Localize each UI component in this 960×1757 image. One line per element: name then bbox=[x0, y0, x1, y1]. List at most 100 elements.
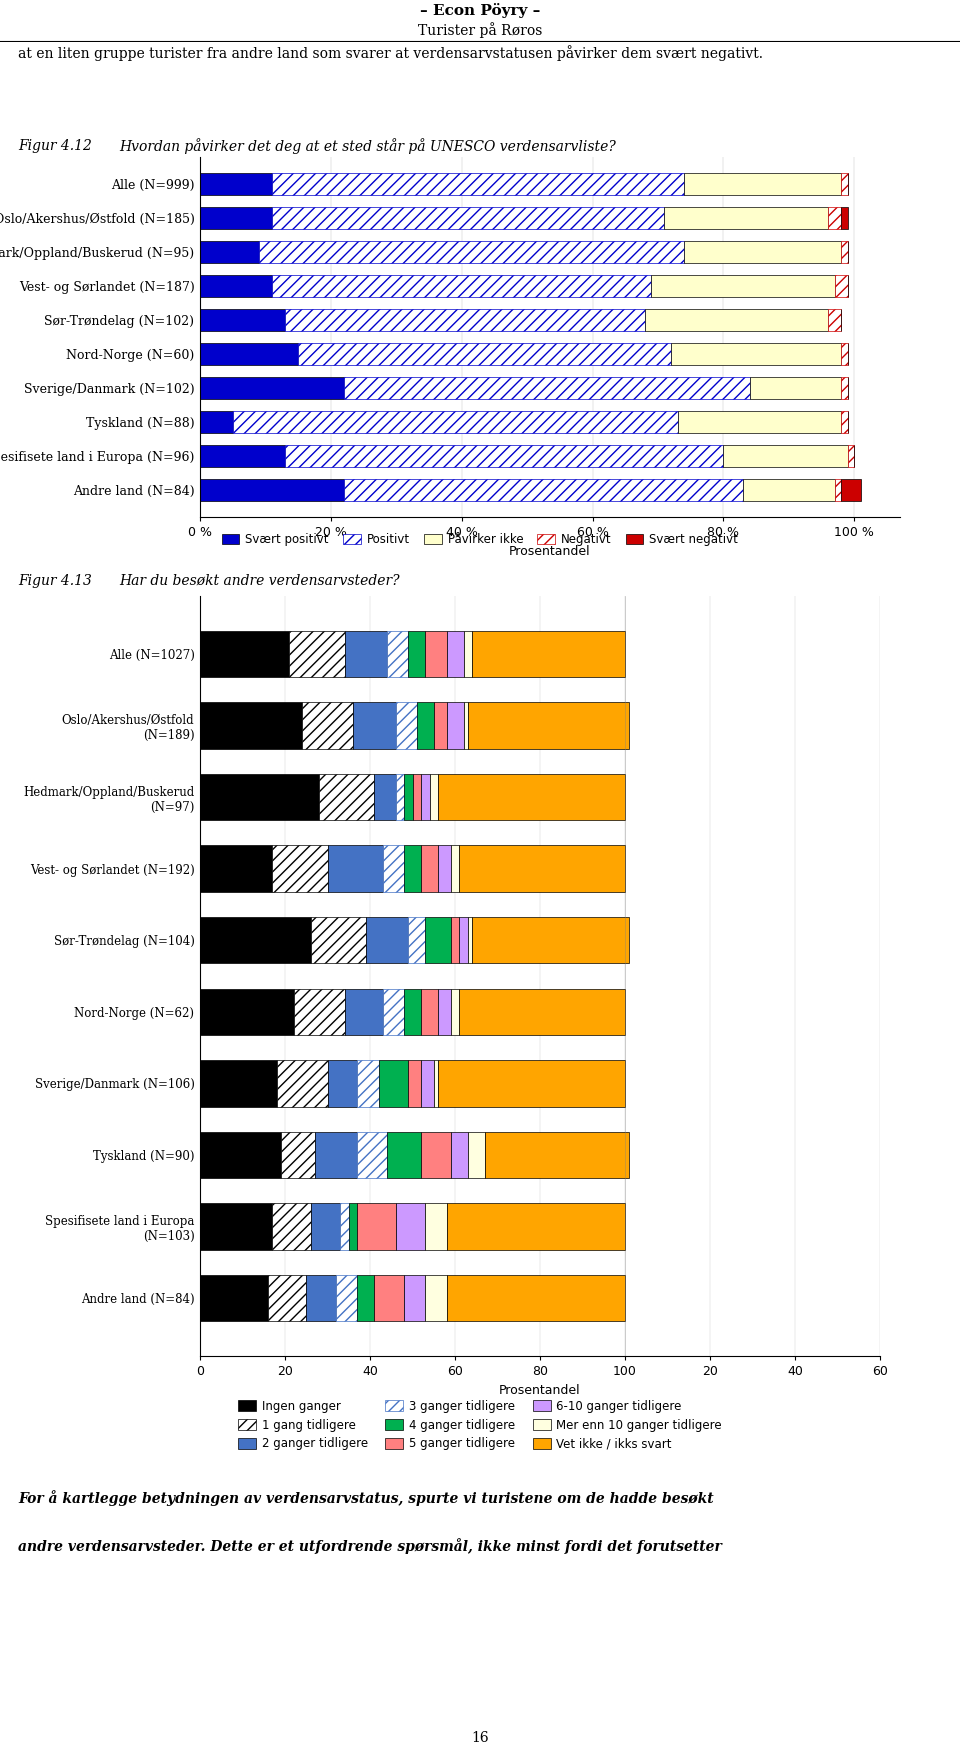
Bar bbox=[468, 917, 472, 963]
Bar bbox=[353, 703, 396, 748]
Bar bbox=[200, 917, 310, 963]
Bar bbox=[841, 241, 848, 264]
Bar bbox=[464, 703, 468, 748]
X-axis label: Prosentandel: Prosentandel bbox=[499, 1383, 581, 1397]
Bar bbox=[421, 845, 438, 893]
Text: Figur 4.13: Figur 4.13 bbox=[18, 575, 92, 589]
Legend: Svært positivt, Positivt, Påvirker ikke, Negativt, Svært negativt: Svært positivt, Positivt, Påvirker ikke,… bbox=[217, 529, 743, 550]
Bar bbox=[848, 445, 854, 467]
Bar bbox=[302, 703, 353, 748]
Bar bbox=[834, 276, 848, 297]
Bar bbox=[336, 1276, 357, 1321]
Bar bbox=[429, 773, 438, 821]
Bar bbox=[200, 411, 232, 432]
Bar bbox=[404, 1276, 425, 1321]
Bar bbox=[200, 1132, 280, 1179]
Bar bbox=[841, 207, 848, 230]
Bar bbox=[387, 1132, 421, 1179]
Bar bbox=[232, 411, 678, 432]
Bar bbox=[472, 631, 625, 676]
Text: andre verdensarvsteder. Dette er et utfordrende spørsmål, ikke minst fordi det f: andre verdensarvsteder. Dette er et utfo… bbox=[18, 1539, 722, 1555]
Bar bbox=[396, 703, 417, 748]
Bar bbox=[200, 207, 272, 230]
Bar bbox=[404, 845, 421, 893]
Bar bbox=[438, 845, 451, 893]
Bar bbox=[446, 1204, 625, 1249]
Bar bbox=[374, 1276, 404, 1321]
Bar bbox=[378, 1059, 408, 1107]
Bar bbox=[421, 1059, 434, 1107]
Bar bbox=[434, 703, 446, 748]
Bar bbox=[425, 631, 446, 676]
Bar bbox=[200, 1059, 276, 1107]
Bar bbox=[383, 989, 404, 1035]
Bar bbox=[408, 917, 425, 963]
Bar bbox=[438, 989, 451, 1035]
Bar bbox=[345, 989, 383, 1035]
Bar bbox=[272, 174, 684, 195]
Bar bbox=[408, 631, 425, 676]
Bar bbox=[828, 207, 841, 230]
Bar bbox=[684, 174, 841, 195]
Bar bbox=[417, 703, 434, 748]
Text: For å kartlegge betydningen av verdensarvstatus, spurte vi turistene om de hadde: For å kartlegge betydningen av verdensar… bbox=[18, 1490, 713, 1506]
Bar bbox=[344, 478, 743, 501]
X-axis label: Prosentandel: Prosentandel bbox=[509, 545, 590, 557]
Bar bbox=[276, 1059, 327, 1107]
Bar bbox=[671, 343, 841, 365]
Bar bbox=[421, 1132, 451, 1179]
Text: Figur 4.12: Figur 4.12 bbox=[18, 139, 92, 153]
Bar bbox=[340, 1204, 348, 1249]
Bar bbox=[200, 309, 285, 330]
Bar bbox=[200, 241, 259, 264]
Text: at en liten gruppe turister fra andre land som svarer at verdensarvstatusen påvi: at en liten gruppe turister fra andre la… bbox=[18, 46, 763, 61]
Bar bbox=[408, 1059, 421, 1107]
Bar bbox=[750, 376, 841, 399]
Bar bbox=[285, 445, 724, 467]
Bar bbox=[434, 1059, 438, 1107]
Bar bbox=[200, 343, 299, 365]
Bar bbox=[294, 989, 345, 1035]
Bar bbox=[273, 845, 327, 893]
Bar bbox=[451, 845, 459, 893]
Bar bbox=[200, 174, 272, 195]
Bar bbox=[828, 309, 841, 330]
Bar bbox=[357, 1204, 396, 1249]
Bar bbox=[357, 1059, 378, 1107]
Bar bbox=[200, 845, 273, 893]
Bar bbox=[396, 773, 404, 821]
Bar bbox=[446, 631, 464, 676]
Bar bbox=[272, 276, 652, 297]
Bar bbox=[841, 343, 848, 365]
Bar bbox=[459, 989, 625, 1035]
Bar bbox=[664, 207, 828, 230]
Bar bbox=[327, 1059, 357, 1107]
Bar bbox=[743, 478, 834, 501]
Bar bbox=[446, 1276, 625, 1321]
Legend: Ingen ganger, 1 gang tidligere, 2 ganger tidligere, 3 ganger tidligere, 4 ganger: Ingen ganger, 1 gang tidligere, 2 ganger… bbox=[233, 1395, 727, 1455]
Bar bbox=[272, 207, 664, 230]
Bar bbox=[310, 1204, 340, 1249]
Bar bbox=[268, 1276, 306, 1321]
Bar bbox=[306, 1276, 336, 1321]
Bar bbox=[421, 773, 429, 821]
Bar bbox=[200, 1204, 273, 1249]
Text: Hvordan påvirker det deg at et sted står på UNESCO verdensarvliste?: Hvordan påvirker det deg at et sted står… bbox=[119, 139, 616, 155]
Bar bbox=[200, 445, 285, 467]
Bar bbox=[366, 917, 408, 963]
Text: 16: 16 bbox=[471, 1731, 489, 1745]
Bar bbox=[652, 276, 834, 297]
Bar bbox=[357, 1276, 374, 1321]
Bar bbox=[404, 989, 421, 1035]
Bar bbox=[678, 411, 841, 432]
Bar bbox=[374, 773, 396, 821]
Bar bbox=[451, 1132, 468, 1179]
Bar bbox=[724, 445, 848, 467]
Bar bbox=[387, 631, 408, 676]
Bar bbox=[259, 241, 684, 264]
Bar bbox=[645, 309, 828, 330]
Bar bbox=[468, 1132, 485, 1179]
Bar bbox=[200, 989, 294, 1035]
Bar bbox=[841, 174, 848, 195]
Bar bbox=[200, 631, 289, 676]
